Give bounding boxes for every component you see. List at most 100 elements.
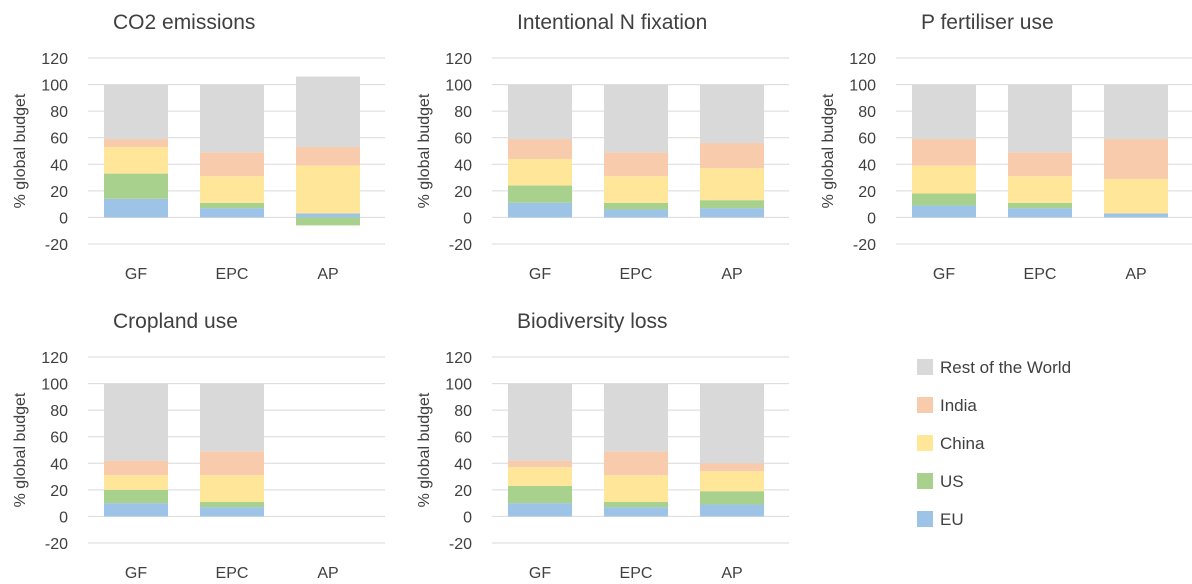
bar-segment-india-epc xyxy=(604,152,668,177)
bar-segment-china-epc xyxy=(200,176,264,203)
bar-segment-india-ap xyxy=(1104,139,1168,179)
x-category-label: AP xyxy=(721,266,742,283)
bar-segment-us-epc xyxy=(604,202,668,210)
bar-segment-eu-ap xyxy=(700,208,764,218)
bar-segment-china-epc xyxy=(1008,176,1072,203)
bar-segment-india-gf xyxy=(912,139,976,166)
legend: Rest of the World India China US EU xyxy=(917,358,1071,529)
bar-segment-india-gf xyxy=(104,139,168,148)
x-category-label: GF xyxy=(529,565,551,579)
bar-segment-us-gf xyxy=(508,485,572,504)
bar-segment-china-gf xyxy=(104,475,168,490)
bar-segment-india-gf xyxy=(104,460,168,476)
bar-segment-china-ap xyxy=(700,471,764,492)
x-category-label: AP xyxy=(721,565,742,579)
y-tick-label: 40 xyxy=(454,157,472,174)
bar-segment-eu-gf xyxy=(508,202,572,218)
y-tick-label: 40 xyxy=(50,456,68,473)
bar-segment-eu-gf xyxy=(912,205,976,218)
bar-segment-us-gf xyxy=(508,185,572,203)
x-category-label: AP xyxy=(317,266,338,283)
bar-segment-eu-gf xyxy=(104,503,168,517)
legend-swatch-india xyxy=(917,397,933,413)
y-tick-label: 0 xyxy=(867,210,876,227)
bar-segment-china-ap xyxy=(700,168,764,201)
legend-label-us: US xyxy=(940,472,964,491)
bar-segment-us-ap xyxy=(296,217,360,226)
y-tick-label: 60 xyxy=(858,131,876,148)
chart-panel-p-fertiliser-use: P fertiliser use % global budget 120 100 80 6… xyxy=(820,11,1192,283)
x-category-label: EPC xyxy=(216,565,249,579)
bar-segment-rest-of-the-world-ap xyxy=(1104,84,1168,140)
bar-segment-china-ap xyxy=(296,165,360,214)
bar-segment-china-gf xyxy=(912,165,976,194)
bar-segment-india-gf xyxy=(508,139,572,159)
y-tick-label: 20 xyxy=(50,483,68,500)
y-tick-label: 0 xyxy=(59,509,68,526)
bar-segment-india-ap xyxy=(700,143,764,169)
y-tick-label: -20 xyxy=(45,536,68,553)
bar-segment-rest-of-the-world-ap xyxy=(296,76,360,148)
bar-segment-us-ap xyxy=(700,491,764,505)
bar-segment-us-epc xyxy=(200,202,264,209)
bar-segment-us-gf xyxy=(104,489,168,504)
y-tick-label: 120 xyxy=(849,51,876,68)
bar-segment-eu-epc xyxy=(604,507,668,517)
y-tick-label: 100 xyxy=(445,78,472,95)
x-category-label: GF xyxy=(125,565,147,579)
y-tick-label: 40 xyxy=(858,157,876,174)
y-axis-label: % global budget xyxy=(820,93,837,208)
y-tick-label: 80 xyxy=(858,104,876,121)
y-tick-label: 40 xyxy=(50,157,68,174)
bar-segment-china-epc xyxy=(604,176,668,203)
y-tick-label: 120 xyxy=(445,350,472,367)
y-tick-label: 60 xyxy=(454,430,472,447)
y-tick-label: 0 xyxy=(59,210,68,227)
bar-segment-us-epc xyxy=(604,501,668,508)
chart-title: P fertiliser use xyxy=(921,11,1054,34)
chart-panel-biodiversity-loss: Biodiversity loss % global budget 120 100 80… xyxy=(416,310,789,582)
legend-swatch-china xyxy=(917,435,933,451)
bar-segment-china-gf xyxy=(104,147,168,174)
bar-segment-rest-of-the-world-gf xyxy=(508,84,572,140)
chart-title: Biodiversity loss xyxy=(517,310,668,333)
chart-panel-cropland-use: Cropland use % global budget 120 100 80 60 40 2… xyxy=(12,310,385,582)
bar-segment-eu-ap xyxy=(700,504,764,517)
y-tick-label: 20 xyxy=(454,184,472,201)
y-tick-label: -20 xyxy=(449,237,472,254)
bar-segment-rest-of-the-world-gf xyxy=(508,383,572,461)
bar-segment-india-epc xyxy=(200,451,264,476)
y-axis-label: % global budget xyxy=(416,93,433,208)
y-tick-label: 100 xyxy=(41,78,68,95)
y-tick-label: 20 xyxy=(454,483,472,500)
chart-panel-co2-emissions: CO2 emissions % global budget 120 100 80 60 40… xyxy=(12,11,385,283)
x-category-label: EPC xyxy=(216,266,249,283)
bar-segment-rest-of-the-world-gf xyxy=(912,84,976,140)
bar-segment-us-gf xyxy=(912,193,976,206)
bar-segment-rest-of-the-world-ap xyxy=(700,383,764,464)
y-tick-label: -20 xyxy=(45,237,68,254)
legend-swatch-rest-of-the-world xyxy=(917,359,933,375)
bar-segment-rest-of-the-world-epc xyxy=(1008,84,1072,153)
bar-segment-us-gf xyxy=(104,173,168,199)
bar-segment-eu-epc xyxy=(1008,208,1072,218)
bar-segment-eu-epc xyxy=(200,208,264,218)
bar-segment-rest-of-the-world-gf xyxy=(104,383,168,461)
bar-segment-eu-gf xyxy=(104,198,168,218)
y-tick-label: 80 xyxy=(50,403,68,420)
y-tick-label: 0 xyxy=(463,509,472,526)
bar-segment-india-epc xyxy=(1008,152,1072,177)
y-tick-label: 100 xyxy=(445,377,472,394)
chart-title: Intentional N fixation xyxy=(517,11,707,34)
x-category-label: AP xyxy=(317,565,338,579)
y-axis-label: % global budget xyxy=(12,93,29,208)
bar-segment-eu-ap xyxy=(1104,213,1168,218)
bar-segment-india-ap xyxy=(700,463,764,472)
bar-segment-us-ap xyxy=(700,200,764,209)
x-category-label: AP xyxy=(1125,266,1146,283)
x-category-label: GF xyxy=(125,266,147,283)
y-tick-label: 0 xyxy=(463,210,472,227)
bar-segment-eu-gf xyxy=(508,503,572,517)
y-tick-label: 100 xyxy=(41,377,68,394)
